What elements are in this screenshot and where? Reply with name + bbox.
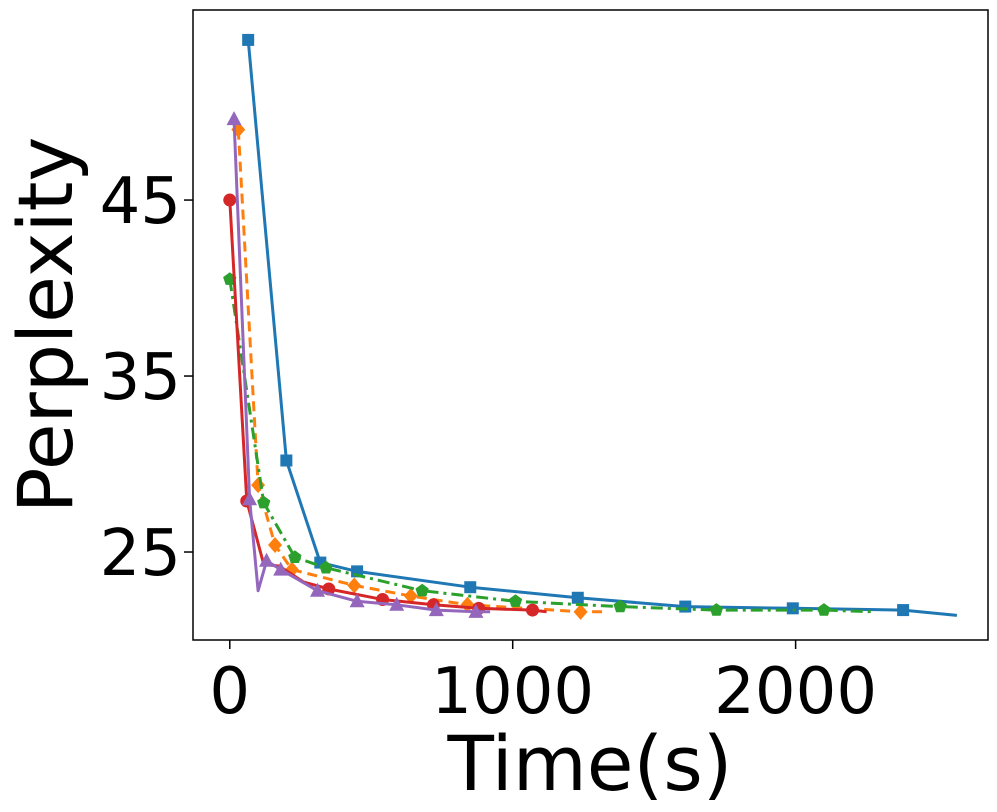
- series-marker: [268, 536, 283, 553]
- series-line: [246, 39, 958, 617]
- series-marker: [468, 603, 484, 618]
- series-marker: [571, 591, 584, 604]
- series-marker: [526, 603, 540, 617]
- series-marker: [347, 577, 362, 594]
- series-line: [236, 129, 607, 614]
- y-tick-label: 25: [100, 517, 181, 591]
- series-marker: [242, 33, 255, 46]
- series-marker: [319, 560, 333, 574]
- series-marker: [897, 604, 910, 617]
- x-tick-label: 2000: [714, 655, 877, 729]
- series-marker: [817, 603, 831, 616]
- series-marker: [709, 603, 724, 616]
- series-marker: [288, 550, 302, 563]
- series-marker: [309, 582, 325, 597]
- x-axis-label: Time(s): [447, 719, 733, 808]
- series-marker: [259, 552, 275, 567]
- series-marker: [257, 495, 271, 509]
- series-marker: [226, 111, 242, 126]
- series-layer: [223, 33, 958, 620]
- series-marker: [613, 599, 627, 613]
- series-marker: [349, 593, 365, 608]
- series-marker: [679, 600, 692, 613]
- series-marker: [786, 602, 799, 615]
- x-tick-label: 0: [209, 655, 250, 729]
- x-tick-label: 1000: [431, 655, 594, 729]
- series-marker: [280, 454, 293, 467]
- series-line: [228, 278, 875, 614]
- plot-frame: [192, 9, 989, 641]
- series-marker: [464, 581, 477, 594]
- series-marker: [403, 588, 418, 605]
- series-marker: [242, 491, 258, 506]
- y-axis-label: Perplexity: [1, 137, 90, 514]
- series-marker: [273, 561, 289, 576]
- series-marker: [508, 594, 523, 607]
- series-marker: [223, 193, 237, 207]
- series-marker: [573, 603, 588, 620]
- series-marker: [389, 596, 405, 611]
- y-tick-label: 35: [100, 341, 181, 415]
- y-tick-label: 45: [100, 165, 181, 239]
- tick-layer: 0 1000 2000 25 35 45: [100, 165, 877, 729]
- series-marker: [428, 602, 444, 617]
- series-marker: [415, 583, 429, 597]
